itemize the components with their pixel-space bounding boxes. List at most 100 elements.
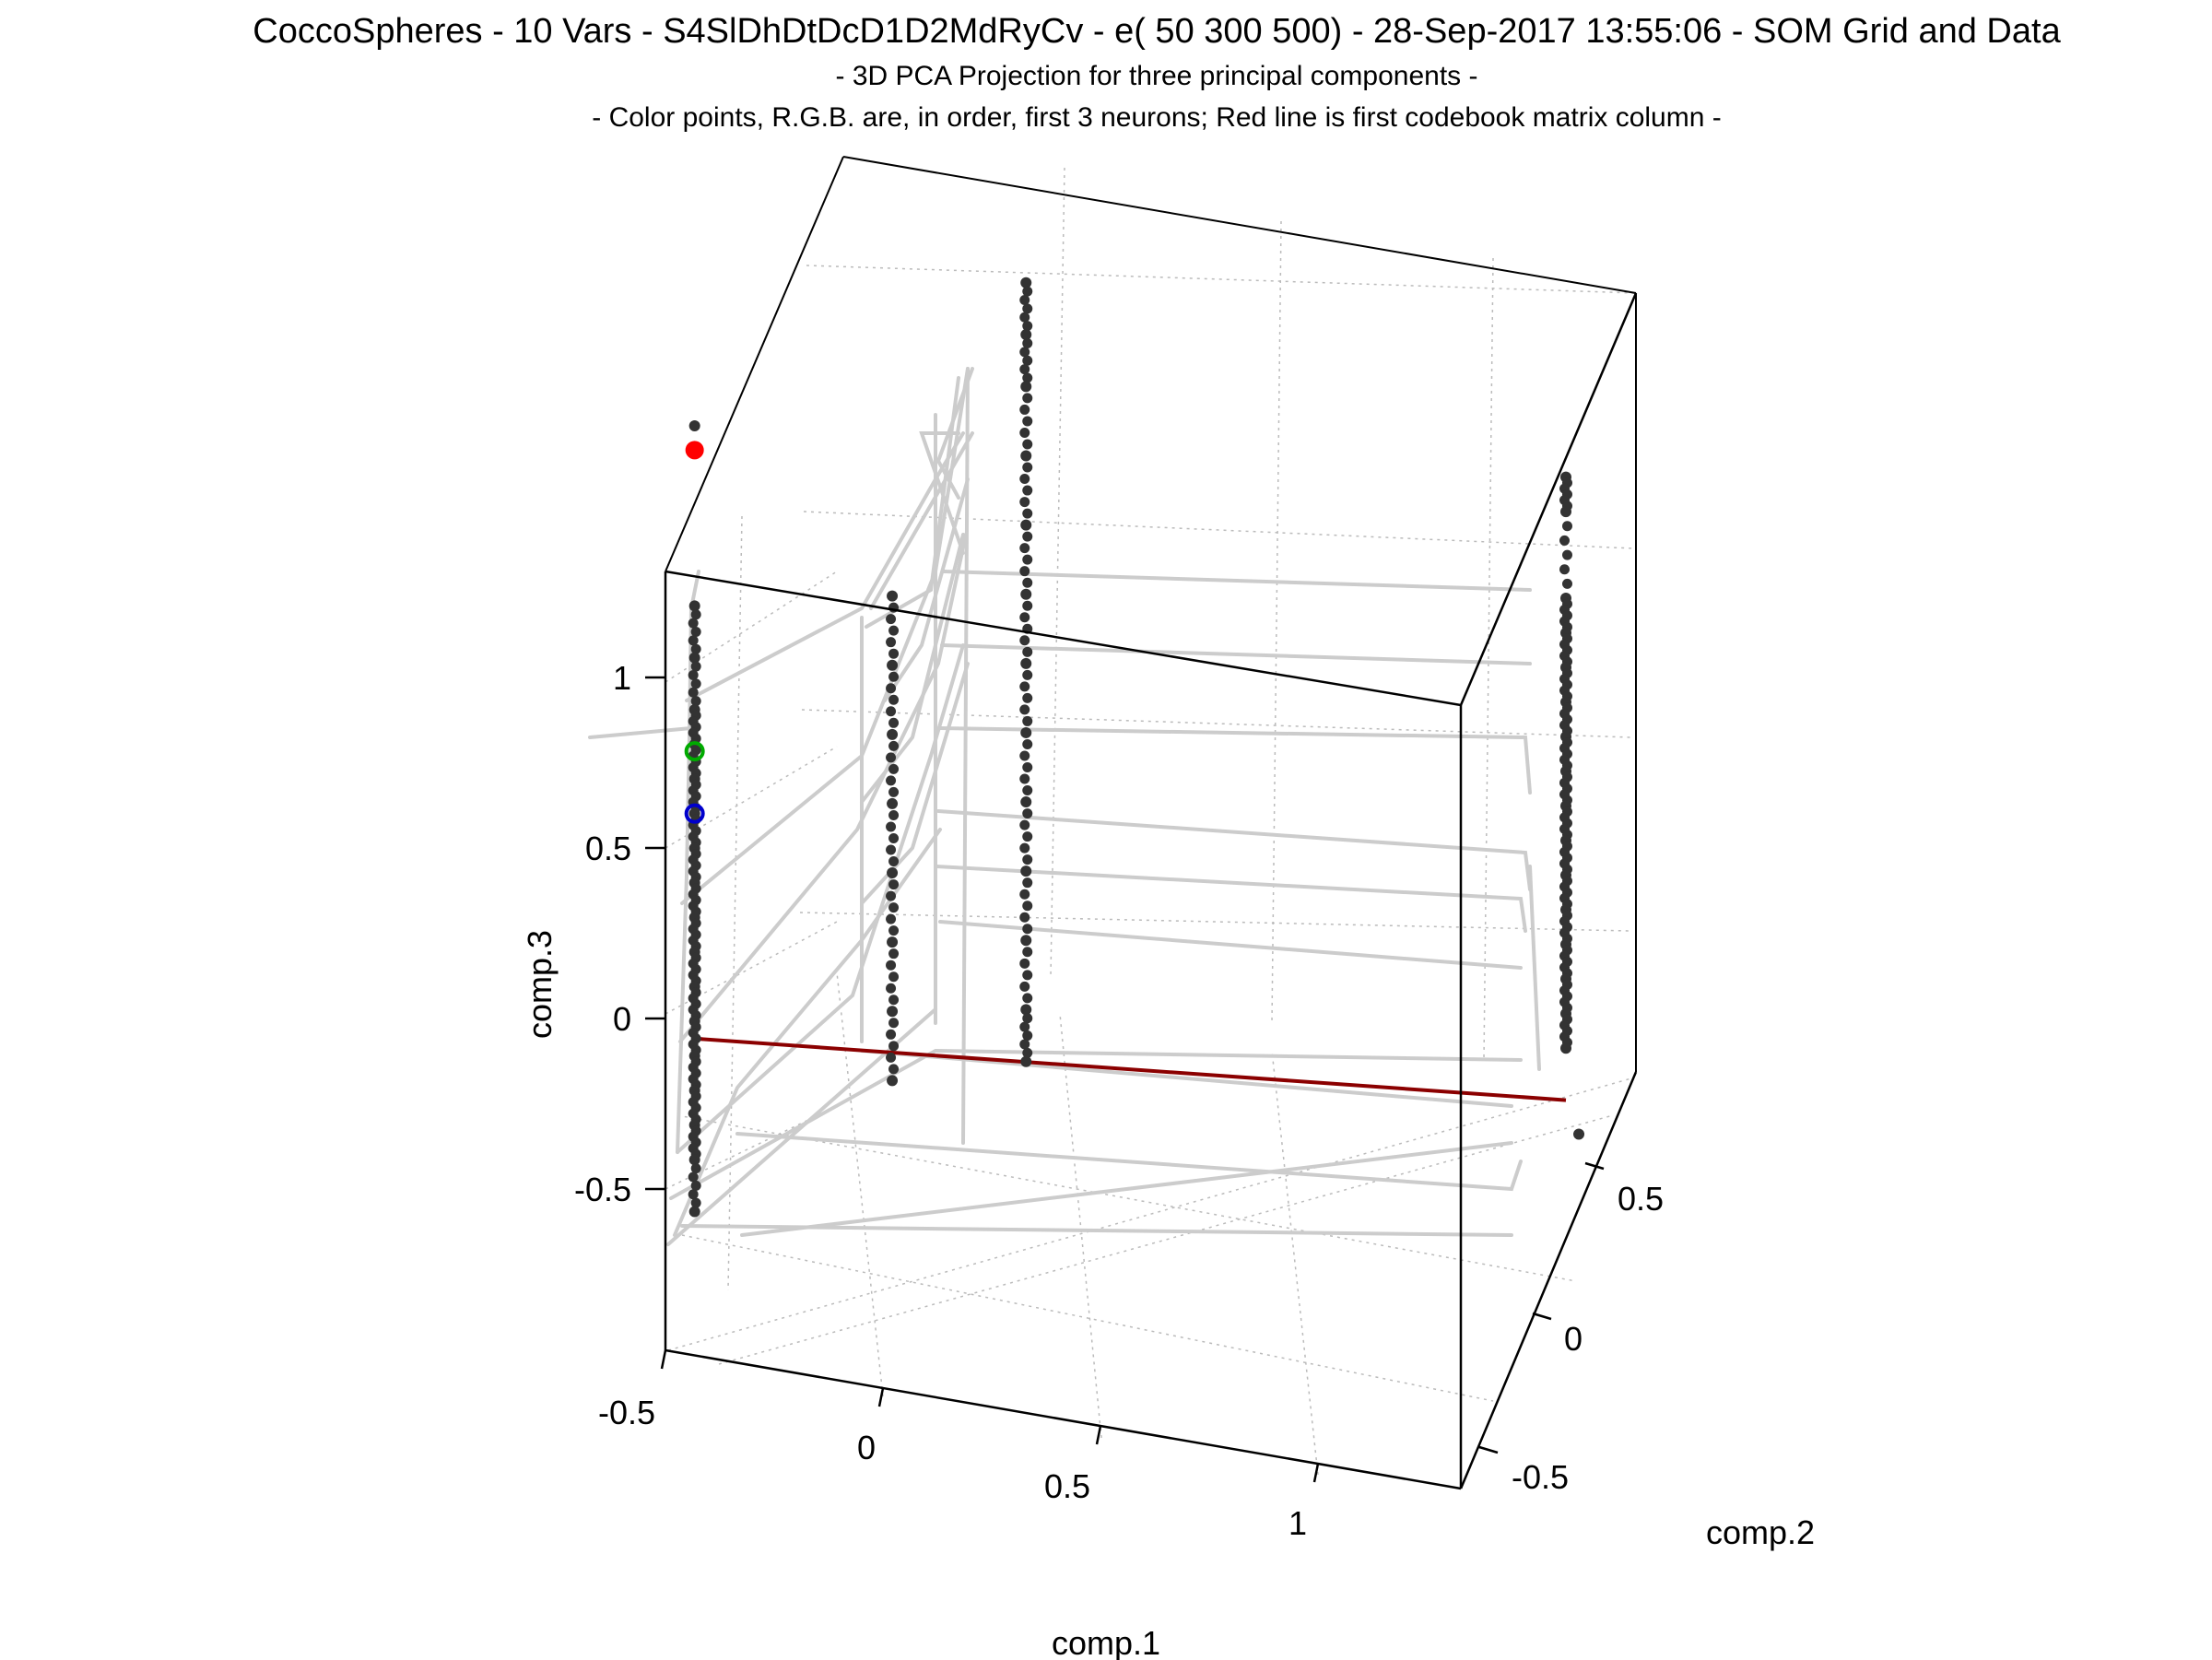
data-point	[888, 763, 900, 774]
data-point	[888, 856, 900, 867]
data-point	[888, 995, 900, 1006]
data-point	[1022, 947, 1033, 958]
data-point	[1019, 543, 1030, 554]
data-point	[1020, 450, 1032, 462]
data-point	[1019, 635, 1030, 646]
data-point	[688, 652, 700, 664]
data-point	[887, 936, 899, 948]
x-tick-label: 1	[1288, 1504, 1307, 1542]
data-point	[1022, 646, 1033, 657]
z-tick-label: 1	[613, 659, 631, 697]
data-point	[1562, 521, 1572, 532]
data-point	[1022, 854, 1033, 865]
data-point	[888, 694, 900, 705]
data-point	[1022, 692, 1033, 703]
data-point	[1020, 726, 1032, 738]
data-point	[1019, 474, 1030, 485]
data-point	[688, 420, 700, 432]
data-point	[886, 844, 897, 855]
data-point	[886, 637, 897, 648]
data-point	[887, 590, 899, 602]
codebook-line	[694, 1036, 1567, 1102]
z-axis-label: comp.3	[521, 930, 559, 1039]
data-point	[688, 635, 699, 646]
data-point	[1022, 762, 1033, 772]
data-point	[1022, 600, 1033, 611]
data-point	[1019, 912, 1030, 923]
data-point	[1022, 993, 1033, 1004]
series-group	[1559, 471, 1585, 1140]
data-point	[1022, 508, 1033, 519]
data-point	[888, 879, 900, 890]
data-point	[1019, 958, 1030, 969]
data-point	[1022, 355, 1033, 366]
data-point	[1573, 1128, 1585, 1140]
data-point	[886, 890, 897, 901]
data-point	[888, 925, 900, 936]
data-point	[1022, 877, 1033, 889]
series-group	[1019, 277, 1033, 1067]
data-point	[1020, 1004, 1032, 1016]
data-point	[1022, 970, 1033, 981]
data-point	[1022, 715, 1033, 726]
data-point	[1022, 669, 1033, 680]
data-point	[1019, 889, 1030, 900]
data-point	[1019, 295, 1030, 305]
data-point	[888, 671, 900, 682]
data-point	[688, 1171, 699, 1183]
back-wall-grid	[665, 167, 1637, 1476]
data-point	[886, 821, 897, 832]
data-point	[1022, 831, 1033, 842]
data-point	[690, 678, 701, 689]
data-point	[690, 696, 701, 707]
neuron-R-point	[685, 441, 704, 460]
data-point	[1022, 321, 1033, 332]
data-point	[1562, 578, 1572, 589]
data-point	[1019, 981, 1030, 992]
data-point	[886, 960, 897, 971]
data-point	[887, 797, 899, 809]
data-point	[688, 1206, 700, 1218]
data-point	[1019, 819, 1030, 830]
data-point	[1022, 554, 1033, 565]
x-tick-labels: -0.5 0 0.5 1	[598, 1394, 1307, 1542]
data-point	[888, 902, 900, 913]
y-axis-label: comp.2	[1706, 1513, 1815, 1551]
data-point	[690, 1163, 701, 1174]
data-point	[887, 659, 899, 671]
data-point	[886, 614, 897, 625]
data-point	[1022, 785, 1033, 796]
data-point	[1022, 1030, 1033, 1042]
data-point	[888, 740, 900, 751]
data-layer	[684, 277, 1585, 1218]
data-point	[1022, 808, 1033, 819]
data-point	[888, 648, 900, 659]
data-point	[1020, 796, 1032, 808]
data-point	[1019, 427, 1030, 438]
data-point	[1022, 372, 1033, 383]
neuron-G-point	[684, 741, 705, 762]
data-point	[886, 1052, 897, 1063]
data-point	[887, 728, 899, 740]
data-point	[1020, 381, 1032, 393]
data-point	[1022, 462, 1033, 473]
y-tick-labels: -0.5 0 0.5	[1512, 1180, 1664, 1496]
chart-title: CoccoSpheres - 10 Vars - S4SlDhDtDcD1D2M…	[253, 12, 2061, 51]
series-group	[688, 420, 701, 1218]
data-point	[690, 627, 701, 637]
data-point	[1559, 564, 1570, 575]
data-point	[1022, 1013, 1033, 1024]
data-point	[1022, 337, 1033, 348]
plot-box-back	[665, 156, 1637, 1072]
chart-subtitle-2: - Color points, R.G.B. are, in order, fi…	[592, 102, 1722, 133]
data-point	[888, 786, 900, 797]
z-tick-label: -0.5	[574, 1171, 631, 1208]
data-point	[688, 669, 699, 680]
data-point	[1559, 535, 1570, 546]
data-point	[888, 809, 900, 820]
data-point	[1019, 750, 1030, 761]
x-tick-label: 0	[857, 1429, 876, 1466]
data-point	[886, 775, 897, 786]
data-point	[1020, 277, 1032, 288]
data-point	[1022, 439, 1033, 450]
